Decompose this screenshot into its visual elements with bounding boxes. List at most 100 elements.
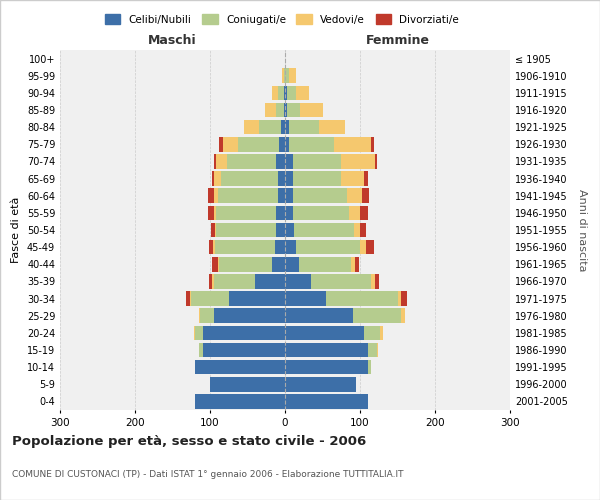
- Bar: [285, 188, 293, 203]
- Bar: [213, 240, 215, 254]
- Bar: [293, 188, 347, 203]
- Bar: [285, 137, 289, 152]
- Bar: [277, 86, 284, 100]
- Bar: [219, 137, 223, 152]
- Bar: [285, 342, 367, 357]
- Bar: [214, 274, 255, 288]
- Bar: [281, 120, 285, 134]
- Bar: [355, 257, 359, 272]
- Bar: [351, 257, 355, 272]
- Bar: [212, 172, 214, 186]
- Bar: [276, 154, 285, 168]
- Bar: [216, 206, 276, 220]
- Y-axis label: Anni di nascita: Anni di nascita: [577, 188, 587, 271]
- Bar: [287, 102, 300, 118]
- Bar: [371, 137, 373, 152]
- Bar: [209, 274, 212, 288]
- Bar: [371, 274, 375, 288]
- Bar: [341, 172, 364, 186]
- Bar: [199, 342, 203, 357]
- Bar: [227, 154, 276, 168]
- Bar: [215, 222, 216, 238]
- Bar: [289, 68, 296, 83]
- Bar: [398, 292, 401, 306]
- Bar: [214, 308, 285, 323]
- Bar: [195, 360, 285, 374]
- Text: Maschi: Maschi: [148, 34, 197, 46]
- Bar: [353, 308, 401, 323]
- Bar: [255, 274, 285, 288]
- Bar: [285, 102, 287, 118]
- Bar: [347, 188, 361, 203]
- Bar: [282, 68, 284, 83]
- Bar: [199, 308, 200, 323]
- Bar: [265, 102, 276, 118]
- Bar: [218, 257, 219, 272]
- Bar: [229, 292, 285, 306]
- Bar: [244, 120, 259, 134]
- Bar: [190, 292, 191, 306]
- Bar: [259, 120, 281, 134]
- Bar: [366, 240, 373, 254]
- Bar: [193, 326, 195, 340]
- Bar: [361, 188, 369, 203]
- Bar: [200, 308, 214, 323]
- Bar: [284, 68, 285, 83]
- Bar: [296, 240, 360, 254]
- Bar: [360, 222, 366, 238]
- Bar: [326, 292, 398, 306]
- Bar: [285, 360, 367, 374]
- Bar: [186, 292, 190, 306]
- Bar: [214, 206, 216, 220]
- Bar: [367, 360, 371, 374]
- Bar: [296, 86, 309, 100]
- Bar: [285, 120, 289, 134]
- Bar: [208, 206, 214, 220]
- Bar: [203, 342, 285, 357]
- Bar: [276, 102, 284, 118]
- Bar: [364, 172, 367, 186]
- Bar: [287, 86, 296, 100]
- Text: Femmine: Femmine: [365, 34, 430, 46]
- Bar: [319, 120, 345, 134]
- Bar: [275, 240, 285, 254]
- Bar: [377, 342, 378, 357]
- Bar: [293, 154, 341, 168]
- Bar: [271, 257, 285, 272]
- Bar: [276, 222, 285, 238]
- Bar: [285, 206, 293, 220]
- Bar: [238, 137, 279, 152]
- Bar: [284, 102, 285, 118]
- Bar: [285, 308, 353, 323]
- Bar: [216, 154, 227, 168]
- Bar: [214, 188, 218, 203]
- Bar: [276, 206, 285, 220]
- Bar: [401, 292, 407, 306]
- Bar: [380, 326, 383, 340]
- Bar: [211, 222, 215, 238]
- Bar: [375, 274, 379, 288]
- Y-axis label: Fasce di età: Fasce di età: [11, 197, 21, 263]
- Bar: [209, 240, 213, 254]
- Bar: [216, 222, 276, 238]
- Bar: [294, 222, 354, 238]
- Bar: [285, 172, 293, 186]
- Bar: [334, 137, 371, 152]
- Bar: [218, 188, 277, 203]
- Bar: [214, 172, 221, 186]
- Bar: [208, 188, 214, 203]
- Bar: [289, 120, 319, 134]
- Bar: [293, 206, 349, 220]
- Bar: [212, 274, 214, 288]
- Bar: [360, 206, 367, 220]
- Bar: [214, 154, 216, 168]
- Text: Popolazione per età, sesso e stato civile - 2006: Popolazione per età, sesso e stato civil…: [12, 435, 366, 448]
- Bar: [215, 240, 275, 254]
- Bar: [285, 377, 356, 392]
- Bar: [285, 257, 299, 272]
- Bar: [401, 308, 405, 323]
- Bar: [195, 326, 203, 340]
- Legend: Celibi/Nubili, Coniugati/e, Vedovi/e, Divorziati/e: Celibi/Nubili, Coniugati/e, Vedovi/e, Di…: [101, 10, 463, 29]
- Bar: [341, 154, 375, 168]
- Bar: [284, 86, 285, 100]
